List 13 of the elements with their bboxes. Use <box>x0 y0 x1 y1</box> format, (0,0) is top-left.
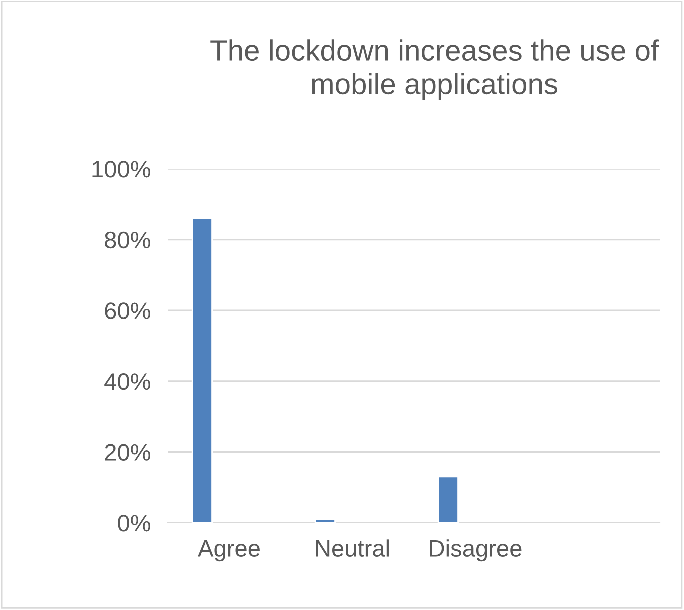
bar <box>192 218 213 523</box>
chart-title: The lockdown increases the use of mobile applications <box>210 40 660 100</box>
y-tick-label: 60% <box>105 302 150 320</box>
y-tick-label: 20% <box>105 444 150 461</box>
y-tick-label: 40% <box>104 373 150 390</box>
y-tick-label: 0% <box>118 515 150 532</box>
y-tick-label: 100% <box>92 161 150 178</box>
x-tick-label: Neutral <box>316 540 389 558</box>
x-tick-label: Disagree <box>430 540 522 562</box>
y-tick-label: 80% <box>105 232 150 249</box>
bar <box>314 518 336 523</box>
x-tick-label: Agree <box>198 540 260 562</box>
bar <box>438 476 459 523</box>
